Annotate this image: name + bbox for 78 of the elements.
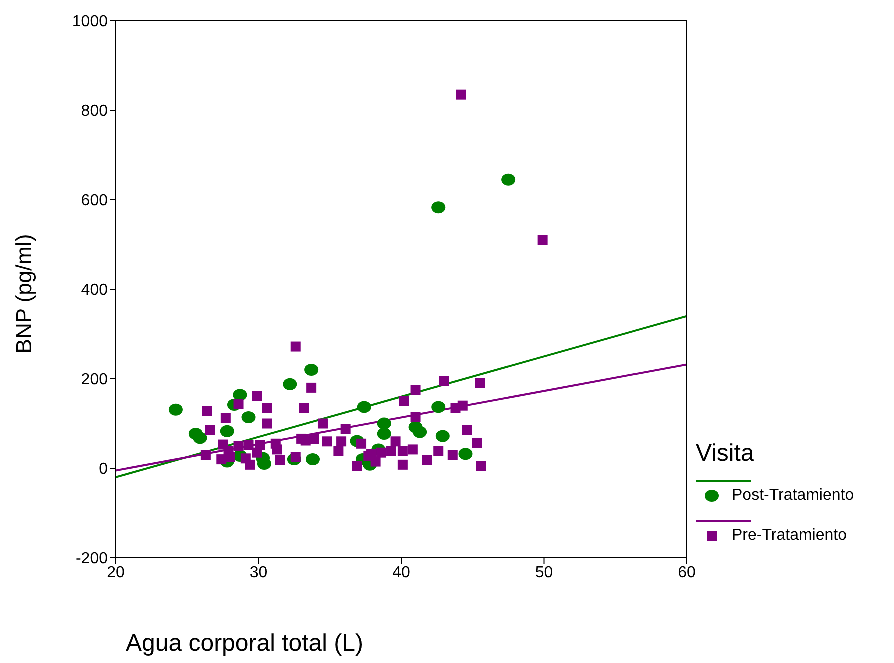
point (322, 436, 332, 447)
y-tick-label: -200 (76, 550, 108, 568)
y-tick-label: 400 (81, 282, 108, 300)
point (262, 403, 272, 414)
point (462, 425, 472, 436)
point (475, 378, 486, 388)
legend-title: Visita (696, 440, 756, 468)
point (220, 413, 231, 424)
point (340, 424, 351, 434)
y-tick-label: 200 (81, 372, 108, 389)
point (398, 446, 408, 456)
point (377, 428, 392, 440)
point (410, 385, 421, 396)
point (390, 436, 401, 447)
x-tick-label: 30 (250, 564, 268, 582)
legend-label: Post-Tratamiento (732, 487, 854, 505)
x-tick-label: 40 (392, 564, 410, 582)
point (304, 364, 319, 376)
point (336, 436, 347, 447)
point (262, 418, 272, 429)
y-tick-label: 1000 (72, 14, 108, 31)
y-axis-title: BNP (pg/ml) (12, 234, 38, 354)
point (432, 202, 446, 214)
point (434, 446, 444, 456)
point (538, 235, 548, 246)
point (408, 444, 418, 455)
point (448, 450, 458, 460)
y-tick-label: 600 (81, 192, 108, 210)
point (334, 446, 344, 456)
point (244, 440, 254, 450)
point (252, 391, 262, 402)
point (255, 440, 266, 450)
point (306, 382, 317, 393)
point (436, 430, 450, 442)
point (439, 376, 450, 386)
point (377, 418, 392, 430)
point (476, 461, 486, 472)
point (168, 404, 183, 416)
point (318, 418, 328, 429)
point (283, 378, 298, 390)
point (432, 401, 446, 414)
legend-label: Pre-Tratamiento (732, 527, 847, 545)
point (233, 389, 248, 402)
point (472, 438, 482, 448)
point (309, 434, 320, 444)
x-tick-label: 20 (107, 564, 125, 582)
point (399, 396, 410, 406)
point (458, 400, 468, 411)
point (456, 90, 466, 100)
x-tick-label: 60 (678, 564, 696, 582)
point (200, 450, 211, 460)
point (352, 461, 362, 472)
point (502, 174, 516, 186)
point (370, 456, 381, 467)
point (306, 454, 320, 466)
point (202, 406, 212, 416)
y-tick-label: 800 (81, 103, 108, 120)
point (242, 411, 256, 424)
point (398, 460, 408, 470)
point (220, 425, 234, 438)
point (410, 412, 421, 422)
x-tick-label: 50 (535, 564, 554, 582)
point (413, 426, 428, 438)
point (193, 432, 208, 444)
point (234, 441, 244, 452)
point (272, 444, 282, 455)
point (205, 425, 216, 436)
point (357, 401, 372, 414)
point (245, 460, 256, 470)
point (290, 342, 301, 352)
x-axis-title: Agua corporal total (L) (126, 630, 364, 658)
point (422, 455, 432, 466)
point (299, 403, 310, 414)
y-tick-label: 0 (99, 461, 108, 478)
point (458, 448, 473, 460)
point (275, 455, 286, 466)
point (257, 458, 272, 470)
point (234, 400, 244, 410)
